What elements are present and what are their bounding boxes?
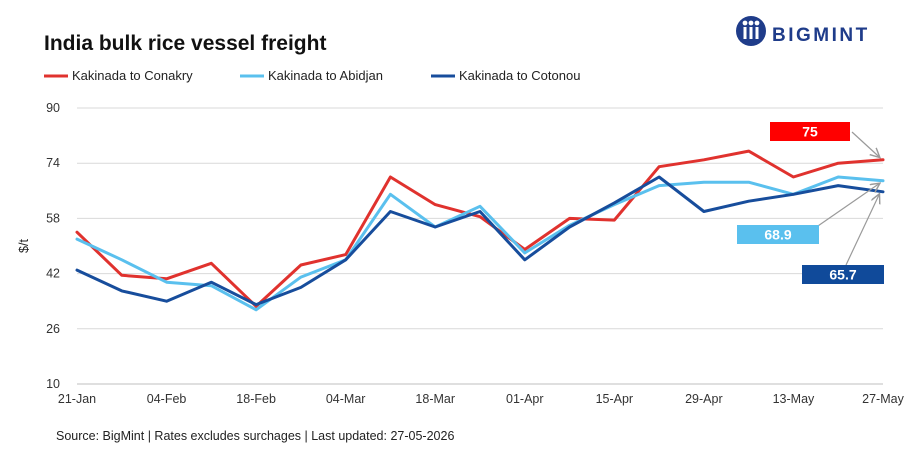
y-axis-label: $/t bbox=[17, 239, 31, 253]
y-axis: 10 26 42 58 74 90 bbox=[46, 101, 60, 391]
series-line bbox=[75, 175, 885, 312]
x-tick-label: 15-Apr bbox=[596, 392, 634, 406]
annotation-label: 65.7 bbox=[829, 267, 856, 283]
source-note: Source: BigMint | Rates excludes surchag… bbox=[56, 429, 454, 443]
annotation-arrow bbox=[814, 184, 879, 229]
y-tick-label: 74 bbox=[46, 156, 60, 170]
annotation-label: 75 bbox=[802, 124, 818, 140]
legend: Kakinada to Conakry Kakinada to Abidjan Ka… bbox=[44, 68, 580, 83]
annotation-badge bbox=[770, 122, 850, 141]
x-tick-label: 21-Jan bbox=[58, 392, 96, 406]
x-tick-label: 18-Mar bbox=[415, 392, 455, 406]
y-tick-label: 10 bbox=[46, 377, 60, 391]
annotation-arrow bbox=[845, 195, 879, 266]
gridlines bbox=[77, 107, 883, 385]
annotation-badge bbox=[737, 225, 819, 244]
brand-name: BIGMINT bbox=[772, 25, 870, 46]
y-tick-label: 58 bbox=[46, 211, 60, 225]
y-tick-label: 26 bbox=[46, 322, 60, 336]
x-tick-label: 13-May bbox=[773, 392, 815, 406]
series-line bbox=[75, 175, 885, 307]
x-tick-label: 04-Feb bbox=[147, 392, 187, 406]
y-tick-label: 90 bbox=[46, 101, 60, 115]
series-lines bbox=[75, 149, 885, 312]
legend-label: Kakinada to Conakry bbox=[72, 68, 193, 83]
annotation-badge bbox=[802, 265, 884, 284]
annotations: 75 68.9 65.7 bbox=[737, 122, 884, 284]
annotation-arrow bbox=[851, 131, 879, 157]
annotation-label: 68.9 bbox=[764, 227, 791, 243]
x-axis: 21-Jan 04-Feb 18-Feb 04-Mar 18-Mar 01-Apr 15-A… bbox=[58, 392, 905, 406]
y-tick-label: 42 bbox=[46, 267, 60, 281]
x-tick-label: 18-Feb bbox=[236, 392, 276, 406]
legend-label: Kakinada to Abidjan bbox=[268, 68, 383, 83]
x-tick-label: 27-May bbox=[862, 392, 904, 406]
legend-label: Kakinada to Cotonou bbox=[459, 68, 580, 83]
x-tick-label: 04-Mar bbox=[326, 392, 366, 406]
x-tick-label: 29-Apr bbox=[685, 392, 723, 406]
x-tick-label: 01-Apr bbox=[506, 392, 544, 406]
brand-logo: BIGMINT bbox=[736, 16, 870, 46]
series-line bbox=[75, 149, 885, 308]
chart-title: India bulk rice vessel freight bbox=[44, 32, 326, 55]
